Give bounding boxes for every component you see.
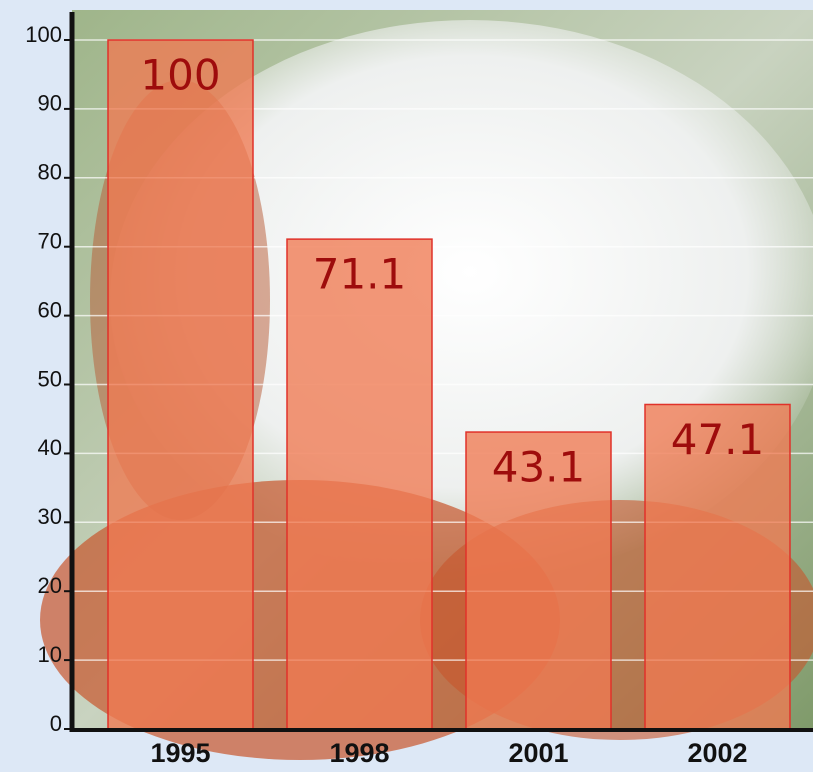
bar — [107, 39, 254, 730]
x-tick-label: 1998 — [329, 738, 389, 768]
value-label: 71.1 — [313, 250, 407, 299]
value-label: 100 — [140, 51, 220, 100]
y-tick-label: 40 — [38, 435, 62, 460]
x-tick-label: 2002 — [687, 738, 747, 768]
y-tick-label: 30 — [38, 504, 62, 529]
x-tick-label: 2001 — [508, 738, 568, 768]
y-tick-label: 100 — [25, 22, 62, 47]
y-tick-label: 70 — [38, 229, 62, 254]
y-tick-label: 20 — [38, 573, 62, 598]
y-tick-label: 60 — [38, 297, 62, 322]
bar — [465, 431, 612, 730]
value-label: 43.1 — [492, 443, 586, 492]
x-tick-label: 1995 — [150, 738, 210, 768]
value-label: 47.1 — [671, 415, 765, 464]
bar — [286, 238, 433, 730]
y-tick-label: 50 — [38, 366, 62, 391]
y-tick-label: 90 — [38, 91, 62, 116]
y-tick-label: 0 — [50, 711, 62, 736]
y-tick-label: 10 — [38, 642, 62, 667]
y-tick-label: 80 — [38, 160, 62, 185]
bar — [644, 403, 791, 730]
